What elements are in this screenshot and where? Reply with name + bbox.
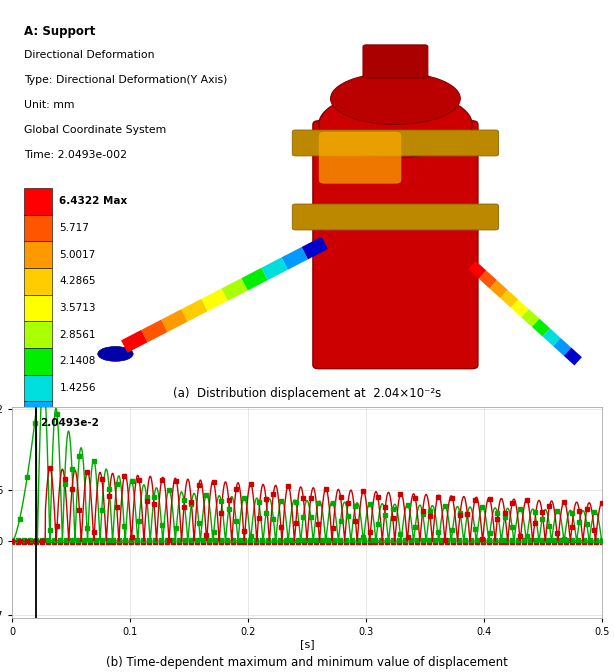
FancyBboxPatch shape — [292, 204, 499, 230]
Ellipse shape — [98, 347, 133, 362]
Text: Unit: mm: Unit: mm — [24, 100, 74, 110]
Bar — [24, 295, 52, 321]
Bar — [24, 321, 52, 348]
Text: Type: Directional Deformation(Y Axis): Type: Directional Deformation(Y Axis) — [24, 75, 227, 85]
Bar — [24, 241, 52, 268]
Bar — [24, 374, 52, 401]
Text: -0.0048351 Min: -0.0048351 Min — [60, 436, 151, 446]
Text: Time: 2.0493e-002: Time: 2.0493e-002 — [24, 151, 127, 161]
FancyBboxPatch shape — [319, 132, 402, 183]
Text: 3.5713: 3.5713 — [60, 303, 96, 313]
Bar — [24, 428, 52, 454]
Text: 2.1408: 2.1408 — [60, 356, 96, 366]
FancyBboxPatch shape — [292, 130, 499, 156]
FancyBboxPatch shape — [363, 45, 428, 78]
Text: 4.2865: 4.2865 — [60, 276, 96, 286]
Ellipse shape — [319, 91, 472, 158]
Text: 5.0017: 5.0017 — [60, 250, 96, 259]
Bar — [24, 268, 52, 295]
Text: (b) Time-dependent maximum and minimum value of displacement: (b) Time-dependent maximum and minimum v… — [106, 656, 508, 669]
Text: Global Coordinate System: Global Coordinate System — [24, 125, 166, 135]
Bar — [24, 188, 52, 215]
Ellipse shape — [330, 73, 460, 124]
Text: Directional Deformation: Directional Deformation — [24, 50, 155, 60]
Text: 6.4322 Max: 6.4322 Max — [60, 196, 128, 206]
Text: A: Support: A: Support — [24, 25, 95, 38]
Text: 2.8561: 2.8561 — [60, 330, 96, 339]
Bar — [24, 401, 52, 428]
X-axis label: [s]: [s] — [300, 638, 314, 648]
Text: (a)  Distribution displacement at  2.04×10⁻²s: (a) Distribution displacement at 2.04×10… — [173, 387, 441, 401]
Bar — [24, 215, 52, 241]
Text: 1.4256: 1.4256 — [60, 383, 96, 393]
FancyBboxPatch shape — [313, 121, 478, 369]
Text: 2.0493e-2: 2.0493e-2 — [40, 418, 99, 428]
Text: 5.717: 5.717 — [60, 223, 89, 233]
Bar — [24, 348, 52, 374]
Text: 0.71039: 0.71039 — [60, 410, 103, 419]
